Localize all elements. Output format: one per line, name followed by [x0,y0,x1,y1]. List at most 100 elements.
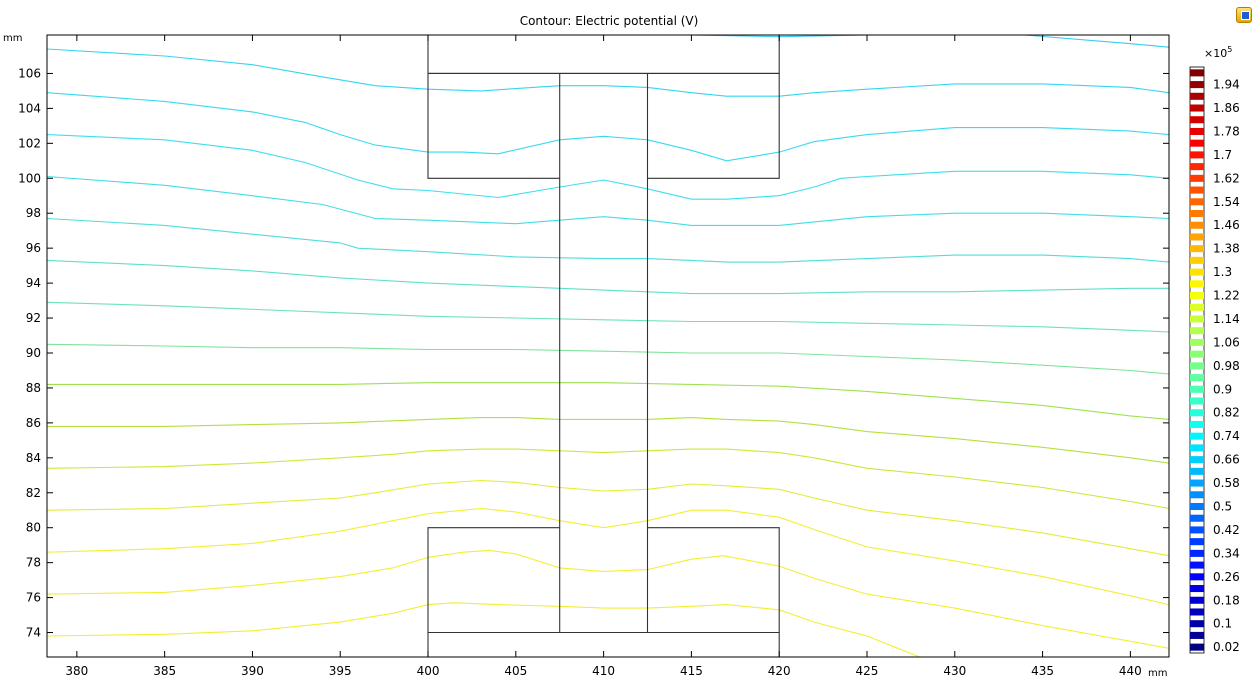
x-axis-label: mm [1148,668,1167,679]
x-tick-label: 435 [1031,664,1054,678]
y-tick-label: 94 [26,276,41,290]
colorbar-exponent-label: ×105 [1204,45,1232,60]
colorbar-tick-label: 1.7 [1213,148,1232,162]
x-tick-label: 390 [241,664,264,678]
colorbar-level [1190,256,1204,264]
colorbar-tick-label: 1.06 [1213,335,1240,349]
colorbar-tick-label: 1.22 [1213,289,1240,303]
contour-line-5 [47,417,1170,464]
colorbar-level [1190,467,1204,475]
colorbar-level [1190,280,1204,288]
colorbar-tick-label: 1.54 [1213,195,1240,209]
y-axis-label: mm [3,33,22,44]
colorbar-tick-label: 1.3 [1213,265,1232,279]
colorbar-level [1190,409,1204,417]
colorbar-tick-label: 0.26 [1213,570,1240,584]
x-tick-label: 425 [856,664,879,678]
colorbar-level [1190,374,1204,382]
y-tick-label: 78 [26,556,41,570]
colorbar-level [1190,526,1204,534]
colorbar-level [1190,151,1204,159]
contour-line-6 [47,382,1170,420]
y-tick-label: 102 [18,136,41,150]
colorbar-level [1190,573,1204,581]
colorbar-tick-label: 0.98 [1213,359,1240,373]
y-tick-label: 90 [26,346,41,360]
y-tick-label: 100 [18,171,41,185]
y-tick-label: 84 [26,451,41,465]
colorbar-level [1190,92,1204,100]
contour-line-9 [46,259,1169,295]
contour-line-2 [46,507,1170,606]
colorbar-level [1190,327,1204,335]
colorbar-level [1190,139,1204,147]
colorbar-level [1190,315,1204,323]
x-tick-label: 395 [329,664,352,678]
colorbar-tick-label: 1.62 [1213,171,1240,185]
colorbar-level [1190,362,1204,370]
colorbar-tick-label: 0.5 [1213,500,1232,514]
contour-lines [46,34,1170,658]
x-tick-label: 415 [680,664,703,678]
contour-line-4 [46,448,1170,510]
y-tick-label: 88 [26,381,41,395]
colorbar-tick-label: 1.46 [1213,218,1240,232]
colorbar-level [1190,198,1204,206]
y-tick-label: 76 [26,591,41,605]
colorbar-level [1190,585,1204,593]
contour-line-10 [46,217,1170,263]
contour-line-3 [46,479,1170,557]
colorbar-level [1190,221,1204,229]
x-tick-label: 430 [943,664,966,678]
colorbar-level [1190,620,1204,628]
plot-export-icon[interactable] [1236,7,1252,23]
colorbar-level [1190,186,1204,194]
y-tick-label: 86 [26,416,41,430]
contour-line-12 [46,134,1170,200]
plot-frame [46,34,1170,658]
colorbar-level [1190,69,1204,77]
x-tick-label: 405 [504,664,527,678]
colorbar-level [1190,303,1204,311]
colorbar-level [1190,502,1204,511]
y-tick-label: 74 [26,626,41,640]
contour-line-8 [46,301,1170,333]
contour-line-13 [46,92,1170,162]
colorbar-level [1190,514,1204,522]
colorbar-level [1190,432,1204,440]
colorbar-tick-label: 1.14 [1213,312,1240,326]
colorbar-level [1190,561,1204,569]
colorbar-level [1190,292,1204,300]
y-tick-label: 92 [26,311,41,325]
colorbar-tick-label: 0.18 [1213,593,1240,607]
x-tick-label: 400 [417,664,440,678]
contour-line-14 [46,48,1170,97]
x-tick-label: 380 [65,664,88,678]
contour-line-1 [46,549,1170,649]
contour-line-16 [1024,34,1170,48]
colorbar-tick-label: 0.42 [1213,523,1240,537]
x-tick-label: 410 [592,664,615,678]
y-tick-label: 104 [18,101,41,115]
contour-line-7 [46,343,1170,375]
colorbar-level [1190,116,1204,124]
y-tick-label: 98 [26,206,41,220]
colorbar-level [1190,479,1204,487]
colorbar-level [1190,491,1204,499]
colorbar-level [1190,385,1204,393]
device-geometry [427,35,780,657]
colorbar-level [1190,631,1204,639]
y-tick-label: 82 [26,486,41,500]
x-tick-label: 420 [768,664,791,678]
colorbar-level [1190,397,1204,405]
colorbar-level [1190,538,1204,546]
colorbar-tick-label: 1.94 [1213,78,1240,92]
colorbar-tick-label: 0.66 [1213,453,1240,467]
colorbar-level [1190,549,1204,557]
colorbar-tick-label: 0.1 [1213,617,1232,631]
colorbar-level [1190,268,1204,276]
colorbar-level [1190,163,1204,171]
colorbar-level [1190,233,1204,241]
colorbar-level [1190,608,1204,616]
